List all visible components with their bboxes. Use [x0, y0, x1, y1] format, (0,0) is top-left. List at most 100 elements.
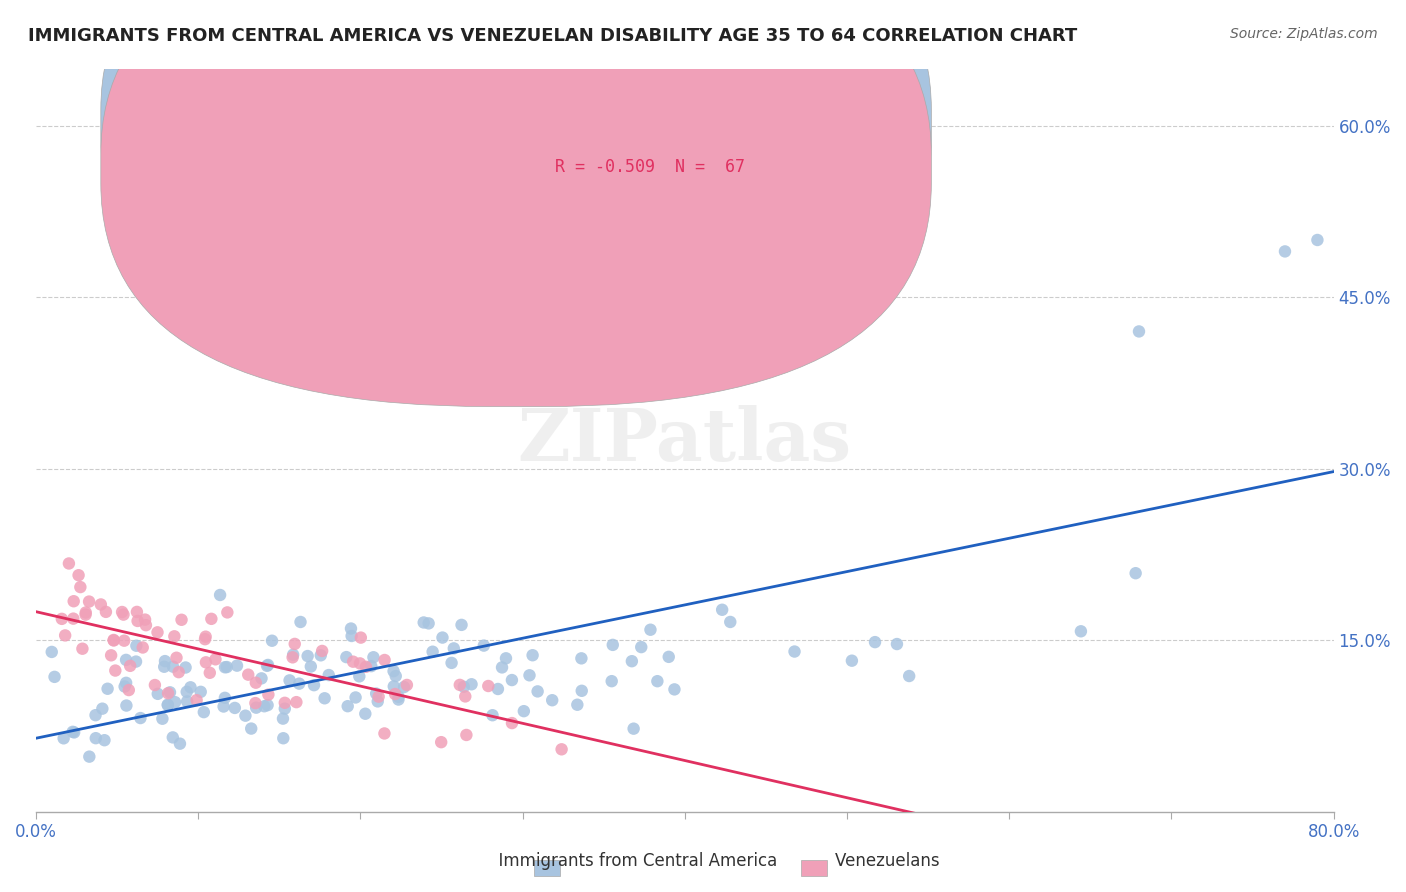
Point	[167, 665, 190, 680]
Point	[69, 580, 91, 594]
Point	[62, 594, 84, 608]
Point	[430, 735, 453, 749]
Point	[550, 742, 572, 756]
Point	[350, 631, 373, 645]
Point	[174, 660, 197, 674]
Point	[120, 658, 142, 673]
Point	[318, 668, 340, 682]
Point	[299, 659, 322, 673]
Point	[100, 648, 122, 663]
Point	[863, 635, 886, 649]
Point	[152, 712, 174, 726]
Point	[194, 630, 217, 644]
Point	[278, 673, 301, 688]
Point	[194, 632, 217, 647]
Point	[125, 655, 148, 669]
Point	[103, 632, 125, 647]
Point	[217, 606, 239, 620]
Point	[271, 712, 294, 726]
Point	[67, 568, 90, 582]
Point	[868, 153, 890, 167]
Point	[297, 648, 319, 663]
Point	[344, 690, 367, 705]
Point	[253, 699, 276, 714]
Point	[162, 659, 184, 673]
Point	[501, 673, 523, 687]
Point	[285, 695, 308, 709]
Point	[257, 657, 280, 672]
Point	[44, 670, 66, 684]
Point	[363, 650, 385, 665]
FancyBboxPatch shape	[101, 0, 931, 407]
Point	[209, 588, 232, 602]
Point	[159, 685, 181, 699]
Point	[256, 658, 278, 673]
Point	[453, 680, 475, 694]
Point	[481, 708, 503, 723]
Point	[783, 644, 806, 658]
Point	[335, 650, 357, 665]
Point	[63, 725, 86, 739]
Point	[200, 612, 222, 626]
Point	[432, 631, 454, 645]
Point	[214, 660, 236, 674]
Point	[93, 733, 115, 747]
Point	[257, 688, 280, 702]
Point	[75, 606, 97, 620]
Point	[658, 649, 681, 664]
Point	[501, 716, 523, 731]
Point	[354, 660, 377, 674]
Point	[186, 693, 208, 707]
Point	[169, 737, 191, 751]
Point	[454, 690, 477, 704]
Point	[163, 629, 186, 643]
Point	[495, 651, 517, 665]
Point	[898, 669, 921, 683]
Point	[157, 686, 180, 700]
Text: ZIPatlas: ZIPatlas	[517, 404, 852, 475]
Point	[198, 665, 221, 680]
Point	[336, 699, 359, 714]
Point	[111, 605, 134, 619]
Point	[75, 607, 97, 622]
Point	[366, 687, 388, 701]
Point	[77, 594, 100, 608]
Point	[354, 706, 377, 721]
Point	[367, 694, 389, 708]
Point	[571, 651, 593, 665]
Point	[79, 749, 101, 764]
Point	[180, 681, 202, 695]
Point	[214, 690, 236, 705]
Point	[382, 664, 405, 678]
Point	[84, 731, 107, 746]
Point	[114, 680, 136, 694]
Point	[156, 698, 179, 712]
Point	[176, 694, 198, 708]
Point	[238, 667, 260, 681]
Point	[135, 618, 157, 632]
Point	[146, 687, 169, 701]
FancyBboxPatch shape	[101, 0, 931, 362]
Point	[97, 681, 120, 696]
Point	[623, 722, 645, 736]
Point	[51, 612, 73, 626]
Point	[541, 693, 564, 707]
Point	[212, 699, 235, 714]
Text: Immigrants from Central America           Venezuelans: Immigrants from Central America Venezuel…	[467, 852, 939, 870]
Point	[284, 637, 307, 651]
Point	[412, 615, 434, 630]
Point	[392, 680, 415, 694]
Point	[387, 692, 409, 706]
Point	[373, 726, 395, 740]
Point	[132, 640, 155, 655]
Point	[84, 708, 107, 723]
Point	[349, 669, 371, 683]
Point	[290, 615, 312, 629]
Point	[1274, 244, 1296, 259]
Point	[153, 654, 176, 668]
Point	[384, 687, 406, 701]
Point	[281, 648, 304, 662]
Point	[53, 628, 76, 642]
Point	[602, 638, 624, 652]
Point	[129, 711, 152, 725]
